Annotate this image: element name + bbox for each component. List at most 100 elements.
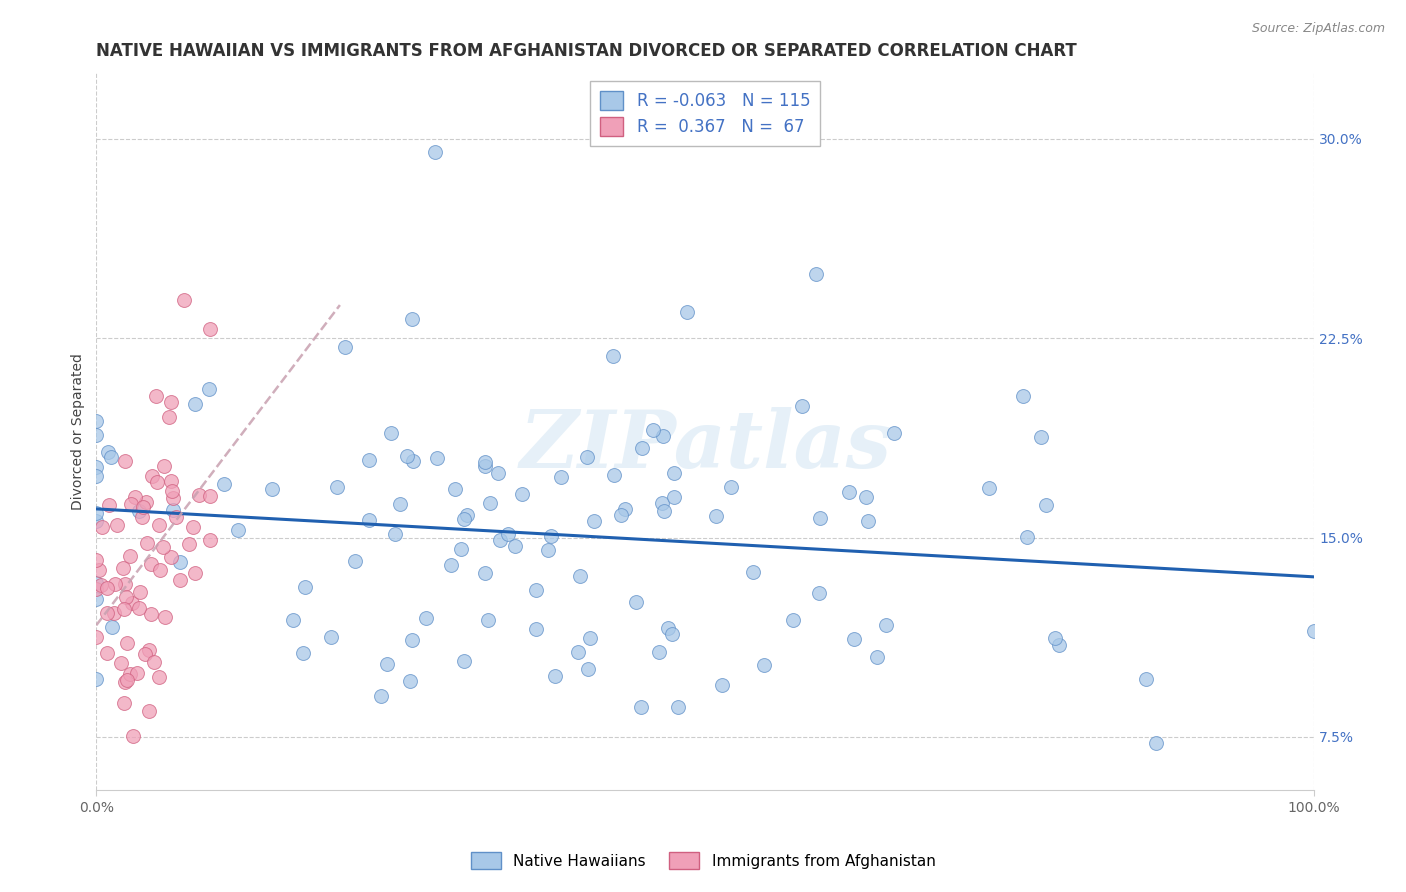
Point xyxy=(402,453,425,467)
Legend: Native Hawaiians, Immigrants from Afghanistan: Native Hawaiians, Immigrants from Afghan… xyxy=(464,846,942,875)
Point xyxy=(1015,530,1038,544)
Point xyxy=(110,657,132,671)
Point xyxy=(524,582,547,597)
Point xyxy=(524,622,547,636)
Point xyxy=(103,606,125,620)
Point xyxy=(1047,638,1070,652)
Point xyxy=(579,631,602,645)
Point xyxy=(652,503,675,517)
Point xyxy=(790,400,813,414)
Point xyxy=(127,666,149,681)
Point xyxy=(782,613,804,627)
Point xyxy=(496,526,519,541)
Point xyxy=(160,474,183,488)
Point xyxy=(375,657,398,671)
Point xyxy=(105,518,128,533)
Point xyxy=(1303,624,1326,638)
Point xyxy=(569,569,592,583)
Point xyxy=(86,553,108,567)
Point xyxy=(148,518,170,533)
Point xyxy=(198,322,221,336)
Point xyxy=(96,606,118,620)
Point xyxy=(136,535,159,549)
Point xyxy=(122,729,145,743)
Point xyxy=(444,482,467,496)
Point xyxy=(1043,632,1066,646)
Point xyxy=(101,620,124,634)
Point xyxy=(453,512,475,526)
Point xyxy=(537,543,560,558)
Point xyxy=(86,469,108,483)
Point xyxy=(1031,430,1053,444)
Point xyxy=(657,621,679,635)
Point xyxy=(294,580,316,594)
Point xyxy=(357,514,380,528)
Point xyxy=(806,267,828,281)
Point xyxy=(200,533,222,547)
Point xyxy=(145,389,167,403)
Point xyxy=(630,700,652,714)
Text: Source: ZipAtlas.com: Source: ZipAtlas.com xyxy=(1251,22,1385,36)
Point xyxy=(652,429,675,443)
Point xyxy=(212,476,235,491)
Point xyxy=(603,467,626,482)
Point xyxy=(86,506,108,520)
Point xyxy=(380,426,402,441)
Point xyxy=(198,489,221,503)
Point xyxy=(111,560,134,574)
Point xyxy=(426,450,449,465)
Point xyxy=(86,592,108,607)
Point xyxy=(575,450,598,464)
Point xyxy=(114,577,136,591)
Point xyxy=(112,696,135,710)
Point xyxy=(96,581,118,595)
Point xyxy=(866,650,889,665)
Point xyxy=(124,491,146,505)
Point xyxy=(396,450,419,464)
Point xyxy=(86,672,108,686)
Point xyxy=(662,467,685,481)
Point xyxy=(149,563,172,577)
Point xyxy=(97,445,120,459)
Point xyxy=(162,483,184,498)
Point xyxy=(86,427,108,442)
Point xyxy=(754,657,776,672)
Point xyxy=(146,475,169,489)
Point xyxy=(152,541,174,555)
Point xyxy=(641,423,664,437)
Point xyxy=(198,382,221,396)
Point xyxy=(292,646,315,660)
Point xyxy=(453,654,475,668)
Point xyxy=(720,480,742,494)
Point xyxy=(1144,736,1167,750)
Point xyxy=(855,490,877,504)
Point xyxy=(142,655,165,669)
Point xyxy=(842,632,865,646)
Point xyxy=(399,674,422,689)
Point xyxy=(166,510,188,524)
Point xyxy=(86,582,108,596)
Point xyxy=(741,565,763,579)
Point xyxy=(477,614,499,628)
Point xyxy=(624,594,647,608)
Point xyxy=(138,643,160,657)
Point xyxy=(474,455,496,469)
Point xyxy=(131,510,153,524)
Point xyxy=(112,602,135,616)
Point xyxy=(343,554,366,568)
Point xyxy=(129,585,152,599)
Point xyxy=(187,488,209,502)
Point xyxy=(169,555,191,569)
Point xyxy=(169,574,191,588)
Point xyxy=(148,670,170,684)
Point xyxy=(260,483,283,497)
Point xyxy=(135,495,157,509)
Point xyxy=(389,497,412,511)
Point xyxy=(120,667,142,681)
Point xyxy=(115,590,138,604)
Y-axis label: Divorced or Separated: Divorced or Separated xyxy=(72,353,86,509)
Point xyxy=(706,508,728,523)
Point xyxy=(1012,389,1035,403)
Point xyxy=(1035,498,1057,512)
Point xyxy=(875,618,897,632)
